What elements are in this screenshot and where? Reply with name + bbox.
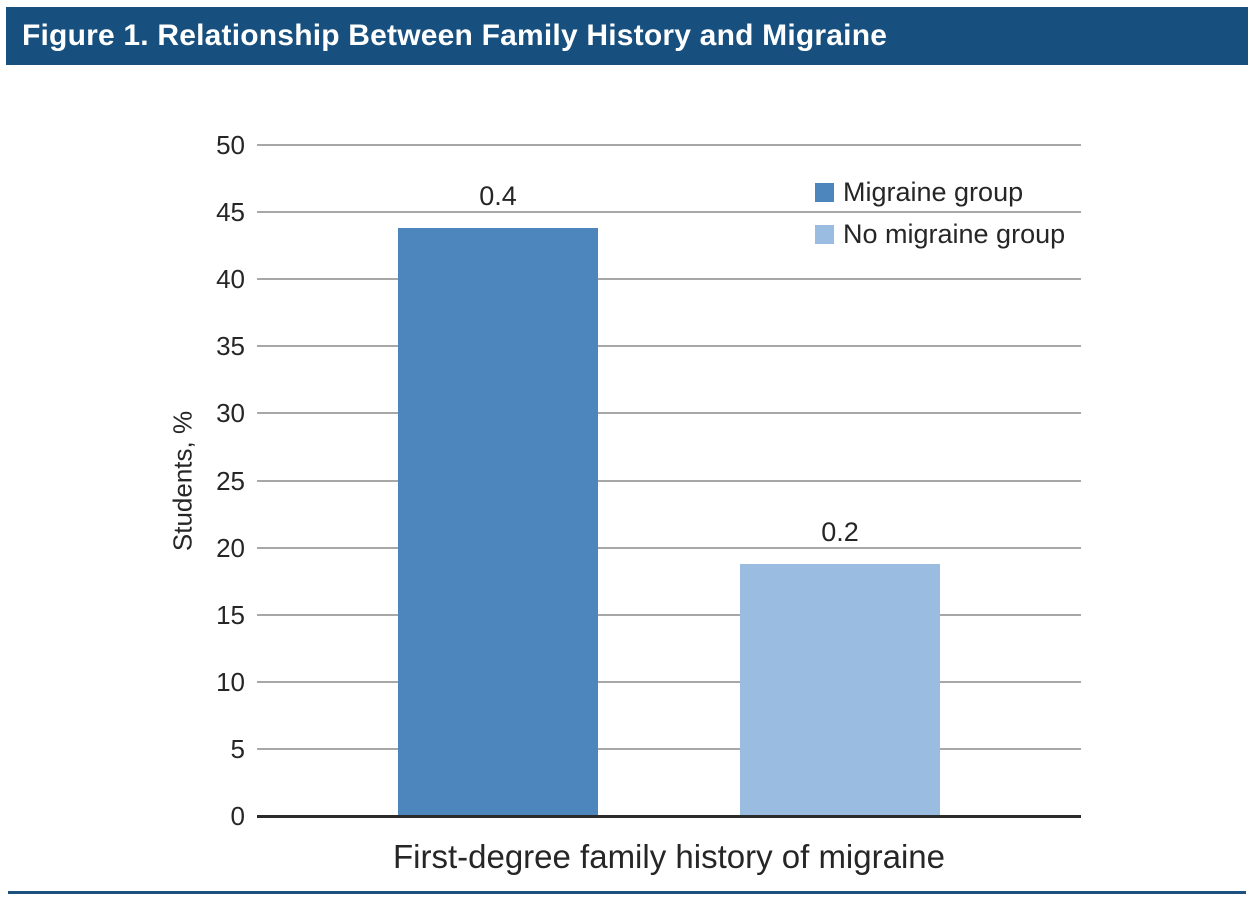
figure-title-bar: Figure 1. Relationship Between Family Hi… xyxy=(6,7,1248,65)
gridline-25 xyxy=(257,479,1081,482)
y-tick-label-40: 40 xyxy=(216,264,245,295)
bottom-rule xyxy=(8,891,1246,894)
legend-swatch-no-migraine-icon xyxy=(815,224,834,244)
x-axis-title: First-degree family history of migraine xyxy=(392,838,945,875)
legend-label-migraine: Migraine group xyxy=(843,176,1024,207)
bar-value-label-0.2: 0.2 xyxy=(821,516,859,547)
legend-row-no-migraine: No migraine group xyxy=(815,213,1065,255)
gridline-35 xyxy=(257,345,1081,348)
y-tick-label-30: 30 xyxy=(216,398,245,429)
bar-value-label-0.4: 0.4 xyxy=(479,181,517,212)
gridline-40 xyxy=(257,278,1081,281)
y-tick-label-35: 35 xyxy=(216,331,245,362)
bar-no-migraine-group xyxy=(740,563,940,816)
gridline-45 xyxy=(257,211,1081,214)
y-tick-label-0: 0 xyxy=(230,801,245,831)
y-tick-label-50: 50 xyxy=(216,130,245,160)
legend: Migraine group No migraine group xyxy=(815,171,1065,255)
bar-migraine-group xyxy=(398,228,598,816)
legend-row-migraine: Migraine group xyxy=(815,171,1065,213)
legend-label-no-migraine: No migraine group xyxy=(843,218,1066,249)
y-tick-label-10: 10 xyxy=(216,666,245,697)
y-tick-label-25: 25 xyxy=(216,465,245,496)
y-tick-label-5: 5 xyxy=(230,733,245,764)
gridline-5 xyxy=(257,747,1081,750)
gridline-50 xyxy=(257,144,1081,146)
y-tick-label-15: 15 xyxy=(216,599,245,630)
gridline-20 xyxy=(257,546,1081,549)
figure-title: Figure 1. Relationship Between Family Hi… xyxy=(22,19,888,52)
x-axis-line xyxy=(257,815,1081,818)
plot-area: 0.4 0.2 xyxy=(257,144,1081,818)
gridline-30 xyxy=(257,412,1081,415)
gridline-15 xyxy=(257,613,1081,616)
gridline-10 xyxy=(257,680,1081,683)
y-tick-label-20: 20 xyxy=(216,532,245,563)
y-tick-label-45: 45 xyxy=(216,197,245,228)
legend-swatch-migraine-icon xyxy=(815,182,834,202)
